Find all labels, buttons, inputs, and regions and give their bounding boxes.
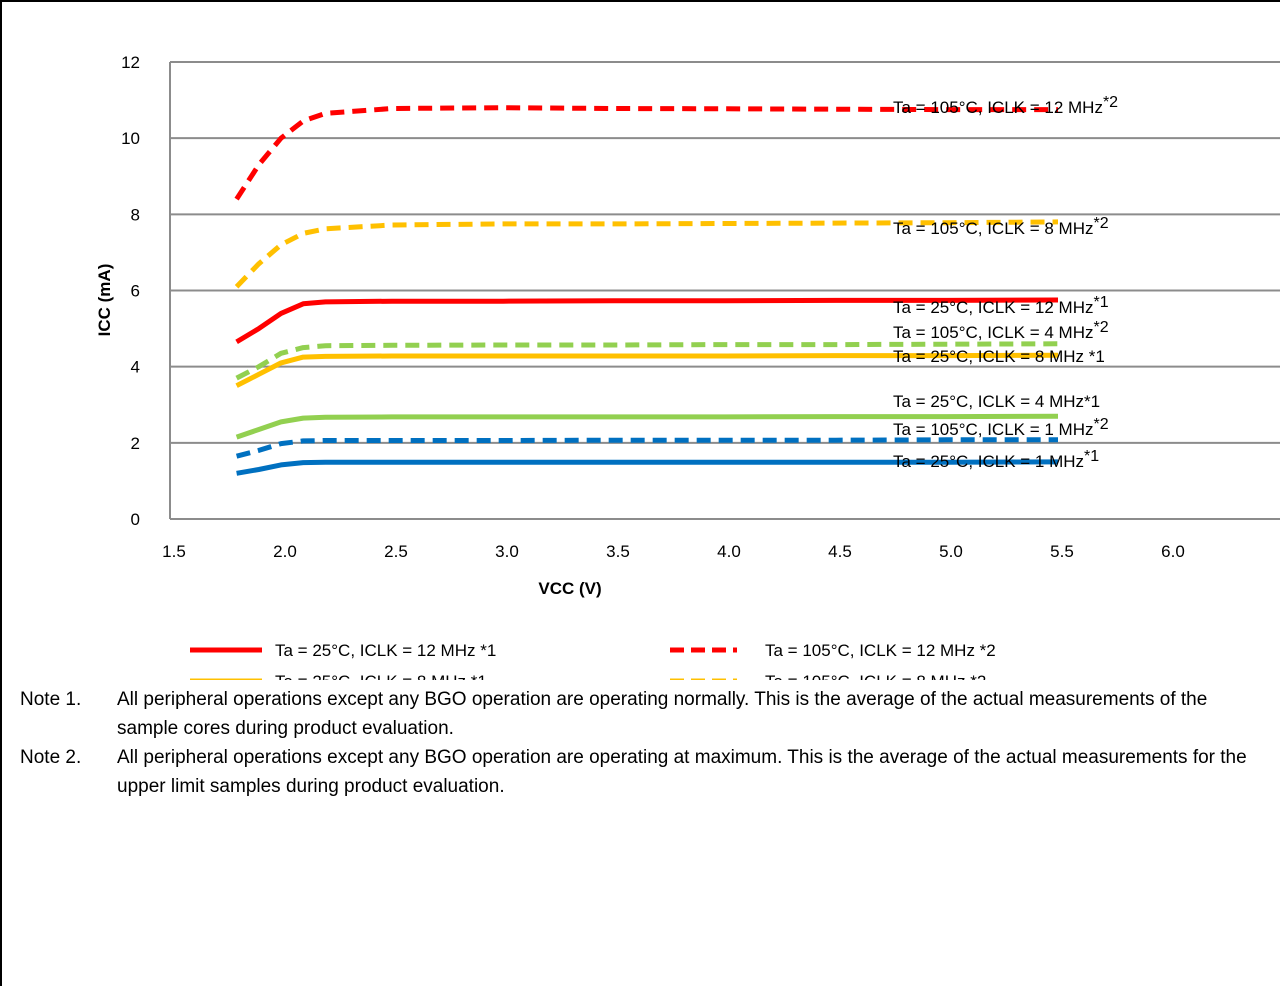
series-annotation: Ta = 25°C, ICLK = 1 MHz*1 (893, 448, 1099, 471)
x-tick-label: 6.0 (1161, 542, 1185, 561)
x-tick-label: 3.0 (495, 542, 519, 561)
x-tick-label: 2.5 (384, 542, 408, 561)
note-2-text: All peripheral operations except any BGO… (117, 747, 1247, 797)
x-tick-label: 3.5 (606, 542, 630, 561)
series-line-8 (235, 437, 1058, 459)
series-line-2 (235, 352, 1059, 388)
series-annotation: Ta = 25°C, ICLK = 12 MHz*1 (893, 294, 1109, 317)
legend-label: Ta = 105°C, ICLK = 8 MHz *2 (765, 672, 986, 680)
legend-label: Ta = 105°C, ICLK = 12 MHz *2 (765, 641, 996, 660)
notes: Note 1. All peripheral operations except… (20, 685, 1270, 801)
note-1-text: All peripheral operations except any BGO… (117, 689, 1208, 739)
note-2: Note 2. All peripheral operations except… (20, 743, 1270, 801)
annotation-footnote-mark: *2 (1094, 416, 1109, 433)
legend-label: Ta = 25°C, ICLK = 8 MHz *1 (275, 672, 487, 680)
annotation-footnote-mark: *2 (1103, 94, 1118, 111)
series-line-5 (234, 105, 1058, 201)
y-axis-title: ICC (mA) (95, 264, 114, 337)
y-tick-label: 10 (121, 129, 140, 148)
icc-vcc-chart: 0 2 4 6 8 10 12 1.5 2.0 2.5 3.0 3.5 4.0 4.5 5.0 5.5 6.0 V… (95, 53, 1280, 680)
annotation-footnote-mark: *2 (1094, 215, 1109, 232)
note-1: Note 1. All peripheral operations except… (20, 685, 1270, 743)
series-line-4 (236, 459, 1059, 476)
series-annotation: Ta = 105°C, ICLK = 1 MHz*2 (893, 416, 1109, 439)
y-tick-label: 6 (131, 282, 140, 301)
note-1-label: Note 1. (20, 689, 82, 710)
note-2-label: Note 2. (20, 747, 82, 768)
x-tick-label: 1.5 (162, 542, 186, 561)
x-tick-label: 4.5 (828, 542, 852, 561)
series-annotation: Ta = 25°C, ICLK = 8 MHz *1 (893, 347, 1105, 366)
annotation-footnote-mark: *1 (1084, 448, 1099, 465)
series-line-6 (234, 219, 1059, 289)
x-tick-label: 5.5 (1050, 542, 1074, 561)
x-tick-label: 5.0 (939, 542, 963, 561)
series-annotation: Ta = 25°C, ICLK = 4 MHz*1 (893, 392, 1100, 411)
series-line-3 (235, 413, 1059, 440)
series-line-1 (235, 297, 1059, 345)
y-tick-label: 8 (131, 205, 140, 224)
y-tick-label: 12 (121, 53, 140, 72)
x-axis-title: VCC (V) (538, 579, 601, 598)
y-tick-label: 0 (131, 510, 140, 529)
x-tick-label: 4.0 (717, 542, 741, 561)
annotation-footnote-mark: *2 (1094, 319, 1109, 336)
legend-label: Ta = 25°C, ICLK = 12 MHz *1 (275, 641, 496, 660)
series-annotation: Ta = 105°C, ICLK = 12 MHz*2 (893, 94, 1118, 117)
series-line-7 (235, 341, 1059, 381)
y-tick-label: 2 (131, 434, 140, 453)
series-annotation: Ta = 105°C, ICLK = 8 MHz*2 (893, 215, 1109, 238)
y-tick-label: 4 (131, 358, 140, 377)
series-annotation: Ta = 105°C, ICLK = 4 MHz*2 (893, 319, 1109, 342)
x-tick-label: 2.0 (273, 542, 297, 561)
annotation-footnote-mark: *1 (1094, 294, 1109, 311)
